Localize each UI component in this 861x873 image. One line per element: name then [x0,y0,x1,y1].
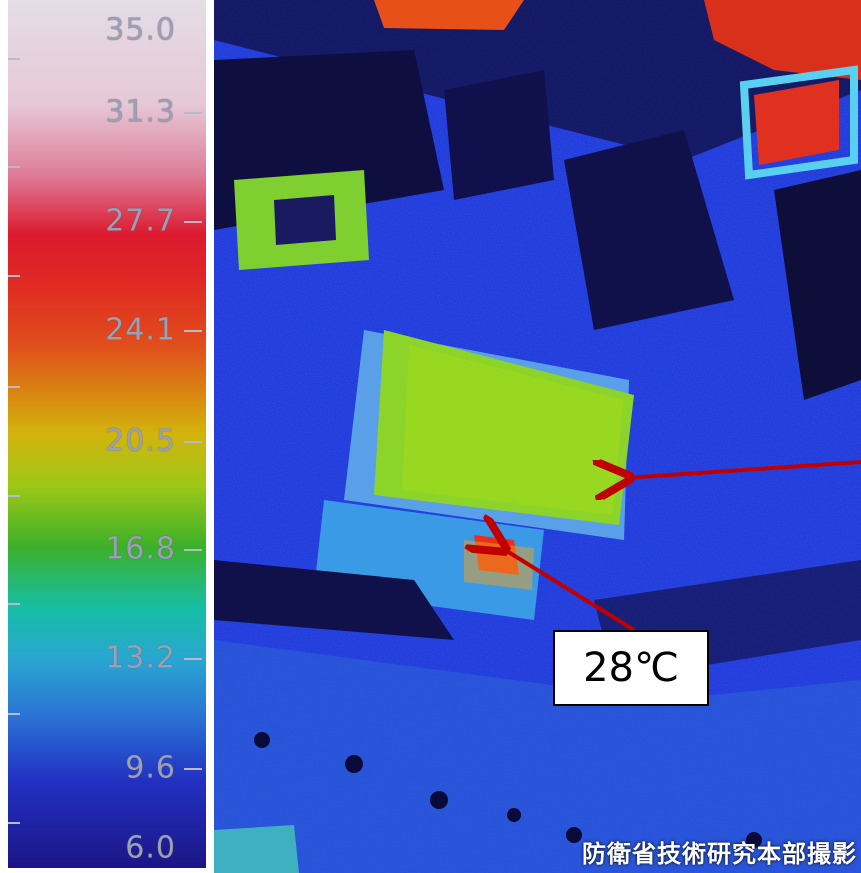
ground-spot [254,732,270,748]
temperature-callout: 28℃ [553,630,709,706]
thermal-image [214,0,861,873]
scale-tick-mark [184,658,202,660]
dark-building [564,130,734,330]
temperature-color-scale: 35.0 31.3 27.7 24.1 20.5 16.8 13.2 9.6 6… [8,0,206,868]
hot-region [374,0,524,30]
scale-minor-mark [8,275,20,277]
scale-minor-mark [8,386,20,388]
ground-spot [430,791,448,809]
scale-tick-label: 20.5 [105,423,176,459]
scale-tick-label: 31.3 [105,94,176,130]
scale-tick-label: 24.1 [105,312,176,348]
ground-spot [345,755,363,773]
warm-halo [464,540,534,590]
scale-tick-mark [184,221,202,223]
scale-tick-label: 16.8 [105,531,176,567]
scale-minor-mark [8,58,20,60]
scale-tick-mark [184,112,202,114]
scale-tick-mark [184,441,202,443]
scale-tick-mark [184,768,202,770]
scale-tick-label: 6.0 [125,830,176,866]
annotation-arrow [502,548,636,632]
scale-minor-mark [8,822,20,824]
annotation-arrow [626,462,861,478]
roof-edge [739,65,858,180]
photo-credit: 防衛省技術研究本部撮影 [582,840,857,868]
ground-spot [566,827,582,843]
scale-tick-label: 27.7 [105,203,176,239]
scale-minor-mark [8,495,20,497]
warm-building-roof [402,345,624,515]
hot-region [704,0,861,80]
shadow [214,560,454,640]
scale-tick-label: 9.6 [125,750,176,786]
ground-spot [507,808,521,822]
scale-minor-mark [8,713,20,715]
ground-spot [746,832,762,848]
scale-tick-mark [184,549,202,551]
dark-building [774,170,861,400]
dark-building [444,70,554,200]
scale-tick-label: 13.2 [105,640,176,676]
scale-tick-label: 35.0 [105,12,176,48]
thermal-scene [214,0,861,873]
scale-tick-mark [184,330,202,332]
scale-minor-mark [8,603,20,605]
hot-region [754,80,839,165]
warm-region [214,825,299,873]
dark-building [274,195,336,245]
scale-minor-mark [8,166,20,168]
